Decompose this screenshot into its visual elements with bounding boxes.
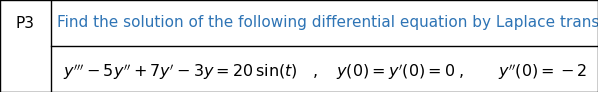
Text: $y''' - 5y'' + 7y' - 3y = 20\,\sin(t)$$\quad,\quad y(0) = y'(0) = 0\;,$$\qquad y: $y''' - 5y'' + 7y' - 3y = 20\,\sin(t)$$\… [63,62,587,82]
Text: Find the solution of the following differential equation by Laplace transforms:: Find the solution of the following diffe… [57,15,598,31]
Text: P3: P3 [16,15,35,31]
